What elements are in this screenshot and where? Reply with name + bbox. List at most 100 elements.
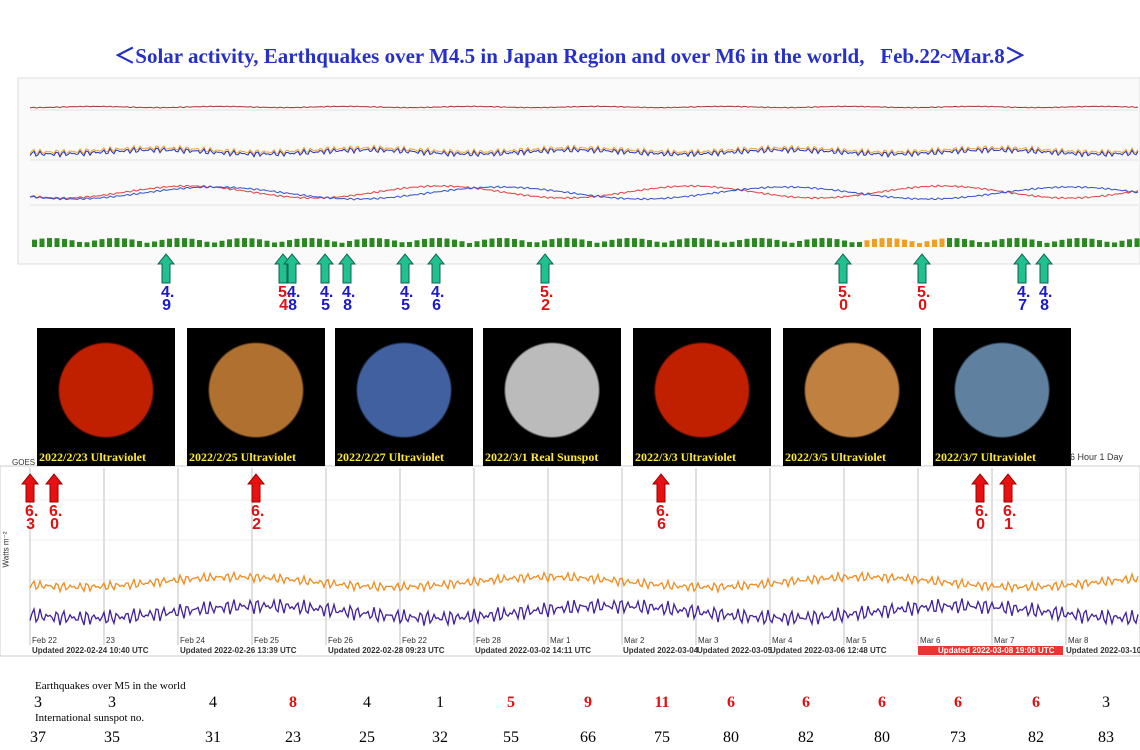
date-label: 23 [106,636,115,645]
decoration [692,238,697,247]
decoration [392,240,397,247]
earthquake-count: 1 [436,694,444,711]
decoration [864,240,870,247]
decoration [924,241,930,247]
date-label: Mar 8 [1068,636,1089,645]
decoration [1022,238,1027,247]
decoration [594,242,600,247]
decoration [1112,242,1117,247]
japan-quake: 4.5 [320,284,334,314]
sunspot-number: 82 [798,729,814,746]
decoration [714,240,720,247]
image-caption: 2022/3/1 Real Sunspot [485,450,599,465]
decoration [504,238,510,247]
date-label: Mar 3 [698,636,719,645]
updated-label: Updated 2022-02-24 10:40 UTC [32,646,149,655]
japan-quake: 4.6 [431,284,445,314]
earthquake-count: 3 [108,694,116,711]
decoration [774,239,780,247]
decoration [282,253,302,284]
decoration [887,238,892,247]
decoration [204,241,210,247]
decoration [249,238,255,247]
sunspot-number: 66 [580,729,596,746]
decoration [279,241,285,247]
decoration [422,238,427,247]
decoration [354,239,360,247]
decoration [264,240,270,247]
decoration [174,238,180,247]
earthquake-count: 3 [34,694,42,711]
earthquake-count: 6 [727,694,735,711]
decoration [647,240,652,247]
decoration [970,473,990,503]
earthquake-count: 4 [363,694,371,711]
date-label: Mar 1 [550,636,571,645]
japan-quake: 4.8 [1039,284,1053,314]
world-quake: 6.3 [25,503,39,533]
decoration [1067,238,1072,247]
date-label: Feb 25 [254,636,279,645]
decoration [395,253,415,284]
updated-label: Updated 2022-02-26 13:39 UTC [180,646,297,655]
decoration [44,473,64,503]
japan-quake: 4.8 [287,284,301,314]
sunspot-number: 75 [654,729,670,746]
date-label: Mar 2 [624,636,645,645]
japan-quake: 4.9 [161,284,175,314]
decoration [62,238,67,247]
decoration [1044,242,1050,247]
decoration [347,240,352,247]
decoration [519,240,525,247]
decoration [737,240,742,247]
world-quake: 6.0 [49,503,63,533]
decoration [954,238,960,247]
decoration [534,242,540,247]
decoration [384,239,390,247]
decoration [1012,253,1032,284]
decoration [369,238,375,247]
decoration [1089,238,1095,247]
decoration [632,238,637,247]
earthquake-count: 5 [507,694,515,711]
updated-label: Updated 2022-03-10 [1066,646,1140,655]
decoration [857,241,862,247]
decoration [1007,238,1012,247]
decoration [287,240,292,247]
decoration [707,239,712,247]
date-label: Mar 6 [920,636,941,645]
earthquake-count: 8 [289,694,297,711]
updated-label: Updated 2022-03-05 [697,646,773,655]
earthquake-count: 6 [954,694,962,711]
solar-image: 2022/2/23 Ultraviolet [37,328,175,466]
decoration [39,238,45,247]
decoration [932,239,937,247]
decoration [782,241,787,247]
earthquake-count: 11 [654,694,670,711]
decoration [452,239,457,247]
decoration [624,238,630,247]
date-label: Feb 28 [476,636,501,645]
decoration [377,238,382,247]
decoration [1052,241,1057,247]
decoration [1059,239,1065,247]
decoration [939,238,945,247]
date-label: Feb 22 [32,636,57,645]
decoration [1029,239,1035,247]
japan-quake: 5.2 [540,284,554,314]
earthquake-count: 6 [802,694,810,711]
decoration [984,242,990,247]
date-label: Mar 4 [772,636,793,645]
decoration [759,238,765,247]
decoration [29,146,1139,158]
sunspot-number: 80 [874,729,890,746]
decoration [998,473,1018,503]
title: ＜Solar activity, Earthquakes over M4.5 i… [114,44,1026,68]
japan-quake: 5.0 [838,284,852,314]
decoration [159,239,165,247]
world-quake: 6.0 [975,503,989,533]
decoration [527,241,532,247]
decoration [722,242,727,247]
decoration [797,240,802,247]
y-axis-label: Watts m⁻² [1,531,11,568]
